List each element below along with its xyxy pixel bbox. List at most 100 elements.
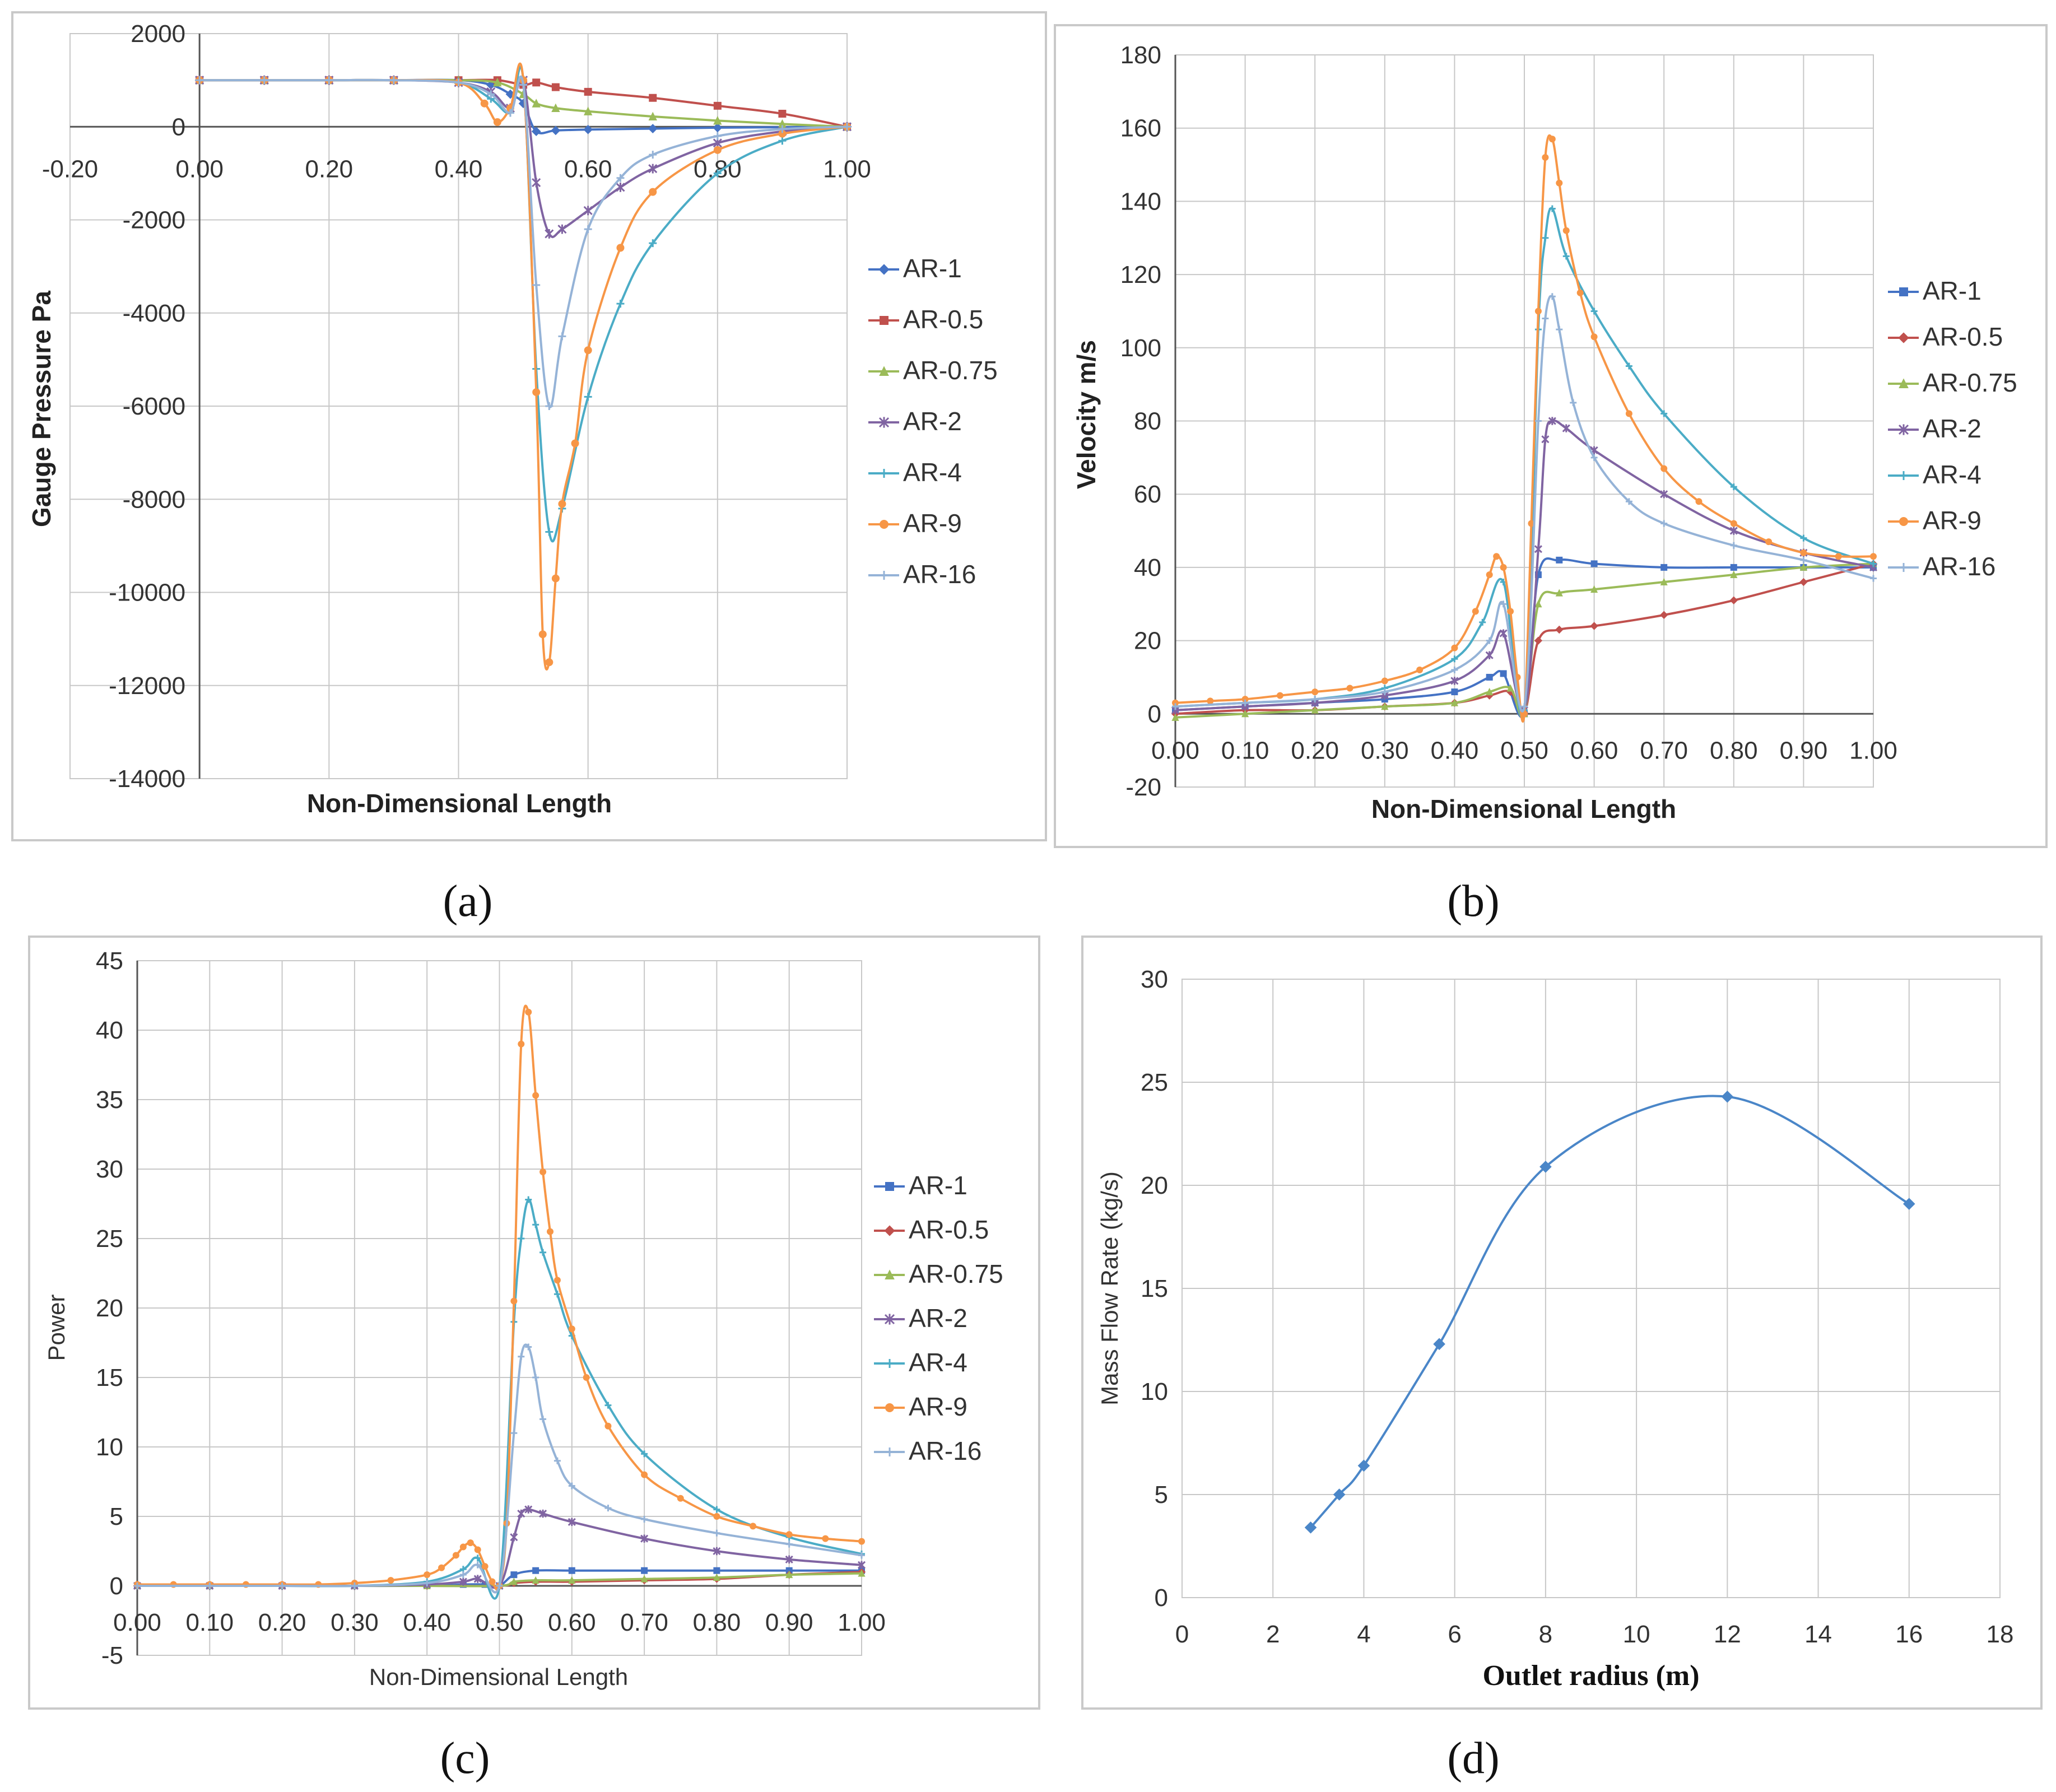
legend-marker-c-AR-4 bbox=[885, 1359, 894, 1368]
x-tick-a-4: 0.60 bbox=[564, 155, 612, 183]
data-point-b-AR-9-22 bbox=[1576, 289, 1584, 296]
data-point-d-mass-2 bbox=[1357, 1459, 1370, 1472]
data-point-a-AR-0.5-8 bbox=[551, 83, 560, 91]
data-point-b-AR-4-12 bbox=[1590, 308, 1598, 315]
data-point-a-AR-0.75-12 bbox=[778, 119, 787, 128]
data-point-a-AR-0.5-9 bbox=[584, 87, 592, 96]
data-point-c-AR-4-11 bbox=[532, 1221, 539, 1228]
data-point-c-AR-2-8 bbox=[510, 1533, 518, 1542]
data-point-a-AR-16-8 bbox=[532, 281, 541, 289]
y-tick-d-6: 0 bbox=[1155, 1584, 1168, 1612]
data-point-b-AR-16-13 bbox=[1590, 454, 1598, 461]
data-point-a-AR-9-10 bbox=[538, 630, 547, 639]
data-point-b-AR-4-11 bbox=[1562, 253, 1570, 260]
data-point-a-AR-16-6 bbox=[506, 109, 514, 117]
y-tick-d-0: 30 bbox=[1141, 966, 1168, 993]
data-point-c-AR-9-18 bbox=[510, 1297, 518, 1305]
data-point-a-AR-16-10 bbox=[558, 332, 566, 341]
data-point-c-AR-4-9 bbox=[518, 1235, 525, 1242]
data-point-b-AR-0.5-9 bbox=[1555, 625, 1564, 634]
data-point-c-AR-1-8 bbox=[510, 1571, 518, 1579]
data-point-a-AR-9-14 bbox=[571, 439, 579, 448]
data-point-b-AR-16-8 bbox=[1534, 417, 1542, 425]
chart-d-mass-flow: 0 2 4 6 8 10 12 14 16 18 30 25 20 15 10 5 0 Outlet radius… bbox=[1096, 966, 2013, 1692]
data-point-c-AR-9-23 bbox=[547, 1228, 554, 1235]
y-tick-c-1: 40 bbox=[96, 1017, 123, 1044]
data-point-c-AR-4-13 bbox=[553, 1291, 561, 1298]
data-point-c-AR-16-4 bbox=[424, 1580, 431, 1587]
x-tick-a-6: 1.00 bbox=[823, 155, 871, 183]
data-point-c-AR-9-12 bbox=[467, 1539, 474, 1547]
data-point-a-AR-0.75-10 bbox=[648, 111, 657, 120]
x-axis-title-a: Non-Dimensional Length bbox=[307, 789, 612, 818]
data-point-c-AR-4-10 bbox=[525, 1196, 532, 1203]
x-tick-c-10: 1.00 bbox=[838, 1609, 886, 1636]
data-point-a-AR-4-12 bbox=[616, 300, 625, 308]
legend-marker-a-AR-1 bbox=[878, 264, 890, 275]
data-point-b-AR-9-25 bbox=[1660, 465, 1668, 472]
x-tick-d-2: 4 bbox=[1357, 1621, 1370, 1648]
legend-marker-a-AR-16 bbox=[880, 571, 889, 580]
data-point-a-AR-4-9 bbox=[545, 528, 553, 536]
data-point-b-AR-16-16 bbox=[1730, 542, 1737, 549]
chart-a-pressure: -0.20 0.00 0.20 0.40 0.60 0.80 1.00 2000 0 -2000 -… bbox=[27, 20, 998, 818]
data-point-b-AR-9-1 bbox=[1207, 697, 1214, 705]
data-point-c-AR-16-7 bbox=[496, 1582, 503, 1589]
data-point-c-AR-16-10 bbox=[525, 1343, 532, 1351]
legend-marker-c-AR-0.75 bbox=[885, 1269, 895, 1279]
data-point-c-AR-2-11 bbox=[539, 1509, 547, 1518]
data-point-c-AR-9-30 bbox=[713, 1513, 720, 1520]
caption-d: (d) bbox=[1447, 1734, 1499, 1783]
legend-label-c-AR-1: AR-1 bbox=[909, 1171, 967, 1200]
data-point-a-AR-9-13 bbox=[558, 500, 566, 508]
caption-c: (c) bbox=[440, 1734, 490, 1783]
data-point-a-AR-0.5-7 bbox=[532, 78, 541, 87]
x-tick-a-1: 0.00 bbox=[175, 155, 224, 183]
data-point-b-AR-9-16 bbox=[1528, 520, 1535, 527]
data-point-a-AR-16-13 bbox=[649, 151, 657, 159]
legend-label-b-AR-0.75: AR-0.75 bbox=[1923, 368, 2017, 397]
data-point-b-AR-1-10 bbox=[1590, 560, 1598, 567]
data-point-b-AR-0.75-4 bbox=[1450, 699, 1458, 706]
data-point-c-AR-4-16 bbox=[641, 1450, 648, 1458]
data-point-c-AR-16-2 bbox=[278, 1582, 286, 1589]
data-point-c-AR-9-28 bbox=[641, 1471, 648, 1478]
data-point-b-AR-2-8 bbox=[1534, 545, 1542, 553]
y-tick-b-7: 40 bbox=[1134, 554, 1161, 581]
data-point-b-AR-16-2 bbox=[1311, 696, 1319, 703]
data-point-c-AR-4-17 bbox=[713, 1506, 720, 1513]
data-point-c-AR-16-11 bbox=[532, 1374, 539, 1381]
data-point-c-AR-1-12 bbox=[713, 1567, 720, 1574]
data-point-a-AR-16-3 bbox=[389, 76, 398, 85]
x-tick-d-4: 8 bbox=[1539, 1621, 1552, 1648]
data-point-a-AR-16-12 bbox=[616, 174, 625, 182]
y-tick-a-4: -6000 bbox=[123, 393, 186, 420]
data-point-c-AR-9-34 bbox=[858, 1538, 865, 1545]
data-point-b-AR-16-17 bbox=[1800, 556, 1807, 564]
data-point-c-AR-16-17 bbox=[713, 1529, 720, 1537]
legend-label-b-AR-2: AR-2 bbox=[1923, 414, 1981, 443]
data-point-c-AR-9-14 bbox=[481, 1563, 489, 1570]
data-point-c-AR-0.75-11 bbox=[785, 1570, 793, 1579]
data-point-a-AR-4-11 bbox=[584, 393, 592, 401]
caption-b: (b) bbox=[1447, 877, 1499, 926]
data-point-c-AR-16-18 bbox=[785, 1540, 793, 1548]
legend-label-c-AR-2: AR-2 bbox=[909, 1304, 967, 1333]
x-tick-a-2: 0.20 bbox=[305, 155, 353, 183]
data-point-b-AR-0.75-8 bbox=[1534, 600, 1542, 608]
y-tick-b-8: 20 bbox=[1134, 627, 1161, 655]
data-point-b-AR-0.75-3 bbox=[1381, 702, 1389, 710]
data-point-a-AR-16-16 bbox=[843, 123, 851, 131]
data-point-c-AR-2-14 bbox=[713, 1547, 721, 1556]
y-axis-title-a: Gauge Pressure Pa bbox=[27, 291, 56, 527]
data-point-b-AR-1-6 bbox=[1500, 670, 1507, 677]
legend-marker-b-AR-2 bbox=[1898, 424, 1909, 435]
data-point-b-AR-0.75-12 bbox=[1730, 570, 1738, 578]
caption-a: (a) bbox=[443, 877, 493, 926]
data-point-b-AR-4-5 bbox=[1479, 618, 1486, 626]
legend-label-a-AR-16: AR-16 bbox=[903, 560, 976, 589]
data-point-c-AR-1-13 bbox=[785, 1567, 793, 1574]
data-point-a-AR-9-9 bbox=[532, 388, 541, 397]
y-tick-c-9: 0 bbox=[110, 1572, 123, 1600]
